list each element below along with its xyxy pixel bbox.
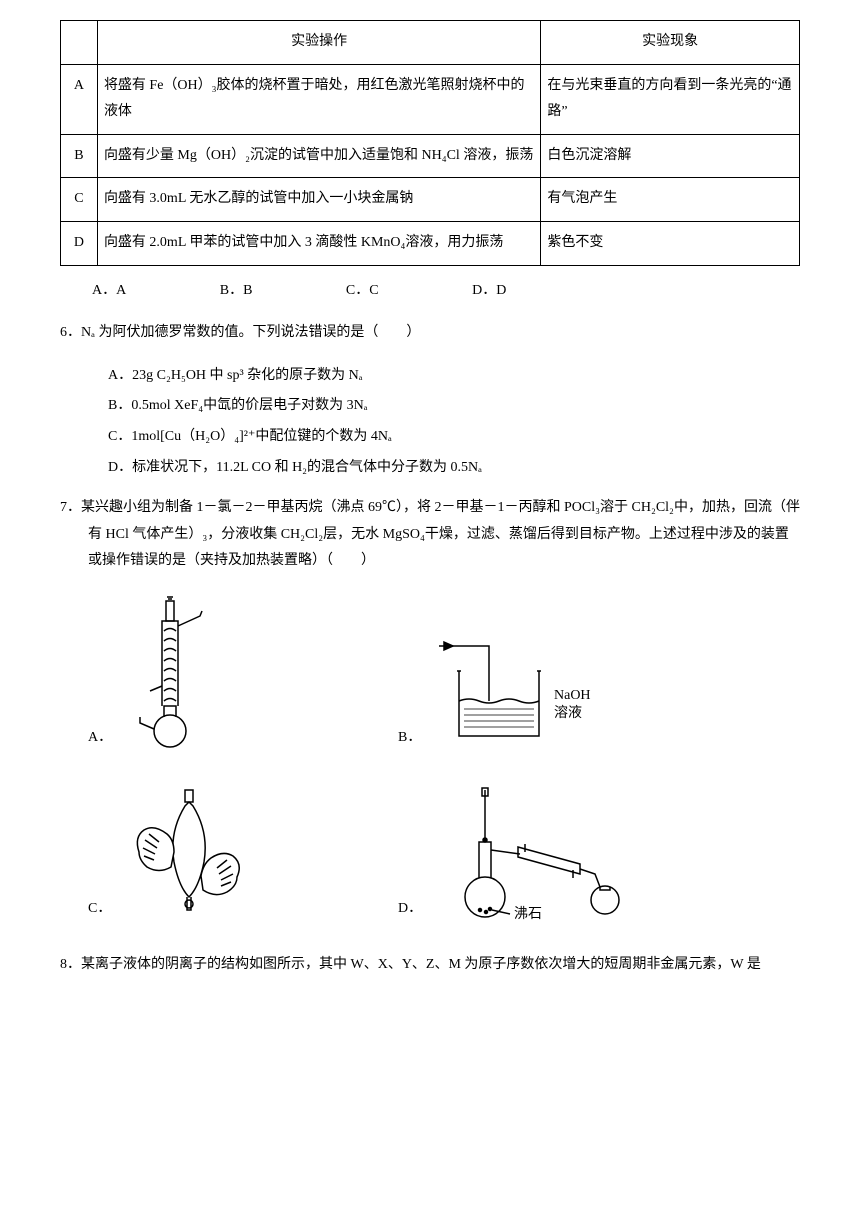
row-operation: 向盛有 2.0mL 甲苯的试管中加入 3 滴酸性 KMnO₄溶液，用力振荡 bbox=[97, 221, 540, 265]
q5-options: A．A B．B C．C D．D bbox=[60, 278, 800, 305]
table-row: C 向盛有 3.0mL 无水乙醇的试管中加入一小块金属钠 有气泡产生 bbox=[61, 178, 800, 222]
row-label: A bbox=[61, 64, 98, 134]
figure-a-cell: A． bbox=[88, 591, 398, 762]
option-c: C．C bbox=[346, 283, 379, 298]
table-header-row: 实验操作 实验现象 bbox=[61, 21, 800, 65]
header-blank bbox=[61, 21, 98, 65]
figure-d-cell: D． bbox=[398, 782, 728, 933]
figure-b-cell: B． bbox=[398, 631, 728, 762]
row-label: B bbox=[61, 134, 98, 178]
row-label: C bbox=[61, 178, 98, 222]
row-operation: 将盛有 Fe（OH）₃胶体的烧杯置于暗处，用红色激光笔照射烧杯中的液体 bbox=[97, 64, 540, 134]
q6-option-a: A．23g C₂H₅OH 中 sp³ 杂化的原子数为 Nₐ bbox=[60, 363, 800, 390]
table-row: B 向盛有少量 Mg（OH）₂沉淀的试管中加入适量饱和 NH₄Cl 溶液，振荡 … bbox=[61, 134, 800, 178]
figure-a-label: A． bbox=[88, 725, 112, 752]
header-result: 实验现象 bbox=[541, 21, 800, 65]
figure-d-label: D． bbox=[398, 896, 422, 923]
option-a: A．A bbox=[92, 283, 126, 298]
figure-c-label: C． bbox=[88, 896, 111, 923]
figure-b-label: B． bbox=[398, 725, 421, 752]
option-d: D．D bbox=[472, 283, 506, 298]
naoh-label: NaOH bbox=[554, 688, 591, 703]
separating-funnel-hands-icon bbox=[119, 782, 259, 933]
q6-stem: 6．Nₐ 为阿伏加德罗常数的值。下列说法错误的是（ ） bbox=[60, 320, 800, 347]
header-operation: 实验操作 bbox=[97, 21, 540, 65]
q7-figures-row2: C． D． bbox=[60, 782, 800, 933]
q6-option-d: D．标准状况下，11.2L CO 和 H₂的混合气体中分子数为 0.5Nₐ bbox=[60, 455, 800, 482]
reflux-apparatus-icon bbox=[120, 591, 240, 762]
gas-absorption-beaker-icon: NaOH 溶液 bbox=[429, 631, 629, 762]
distillation-apparatus-icon: 沸石 bbox=[430, 782, 660, 933]
row-result: 有气泡产生 bbox=[541, 178, 800, 222]
row-operation: 向盛有 3.0mL 无水乙醇的试管中加入一小块金属钠 bbox=[97, 178, 540, 222]
table-row: A 将盛有 Fe（OH）₃胶体的烧杯置于暗处，用红色激光笔照射烧杯中的液体 在与… bbox=[61, 64, 800, 134]
row-label: D bbox=[61, 221, 98, 265]
boiling-chips-label: 沸石 bbox=[514, 906, 542, 922]
q7-figures-row1: A． bbox=[60, 591, 800, 762]
figure-c-cell: C． bbox=[88, 782, 398, 933]
row-result: 在与光束垂直的方向看到一条光亮的“通路” bbox=[541, 64, 800, 134]
experiment-table: 实验操作 实验现象 A 将盛有 Fe（OH）₃胶体的烧杯置于暗处，用红色激光笔照… bbox=[60, 20, 800, 266]
row-result: 白色沉淀溶解 bbox=[541, 134, 800, 178]
q8-stem: 8．某离子液体的阴离子的结构如图所示，其中 W、X、Y、Z、M 为原子序数依次增… bbox=[60, 952, 800, 979]
solution-label: 溶液 bbox=[554, 705, 582, 721]
row-operation: 向盛有少量 Mg（OH）₂沉淀的试管中加入适量饱和 NH₄Cl 溶液，振荡 bbox=[97, 134, 540, 178]
q7-stem: 7．某兴趣小组为制备 1－氯－2－甲基丙烷（沸点 69℃），将 2－甲基－1－丙… bbox=[60, 495, 800, 575]
row-result: 紫色不变 bbox=[541, 221, 800, 265]
q6-option-c: C．1mol[Cu（H₂O）₄]²⁺中配位键的个数为 4Nₐ bbox=[60, 424, 800, 451]
q6-option-b: B．0.5mol XeF₄中氙的价层电子对数为 3Nₐ bbox=[60, 393, 800, 420]
table-row: D 向盛有 2.0mL 甲苯的试管中加入 3 滴酸性 KMnO₄溶液，用力振荡 … bbox=[61, 221, 800, 265]
option-b: B．B bbox=[220, 283, 253, 298]
